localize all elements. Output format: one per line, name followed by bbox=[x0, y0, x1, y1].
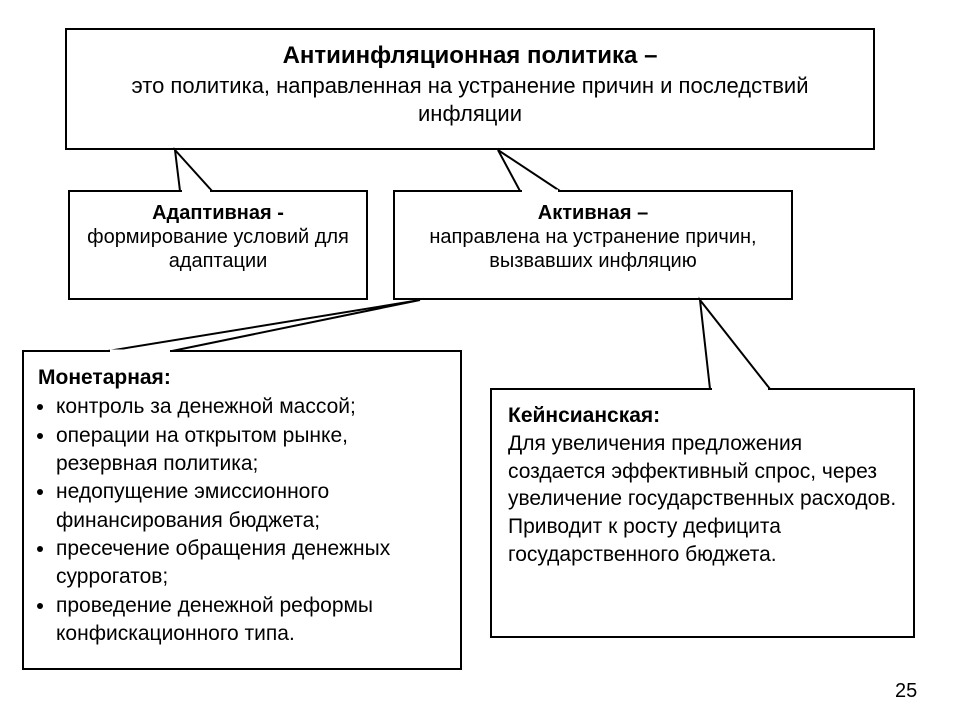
monetary-bullets: контроль за денежной массой; операции на… bbox=[38, 393, 446, 648]
adaptive-body: формирование условий для адаптации bbox=[80, 225, 356, 273]
active-body: направлена на устранение причин, вызвавш… bbox=[405, 225, 781, 273]
active-tail bbox=[498, 150, 560, 191]
keynesian-tail bbox=[700, 300, 770, 389]
keynesian-box: Кейнсианская: Для увеличения предложения… bbox=[490, 388, 915, 638]
monetary-bullet: пресечение обращения денежных суррогатов… bbox=[56, 535, 446, 592]
monetary-bullet: контроль за денежной массой; bbox=[56, 393, 446, 421]
keynesian-body: Для увеличения предложения создается эфф… bbox=[508, 430, 897, 569]
monetary-title: Монетарная: bbox=[38, 366, 171, 389]
adaptive-box: Адаптивная - формирование условий для ад… bbox=[68, 190, 368, 300]
adaptive-tail bbox=[175, 150, 212, 191]
keynesian-title: Кейнсианская: bbox=[508, 404, 897, 428]
active-title: Активная – bbox=[405, 202, 781, 225]
header-box: Антиинфляционная политика – это политика… bbox=[65, 28, 875, 150]
monetary-bullet: недопущение эмиссионного финансирования … bbox=[56, 478, 446, 535]
header-title: Антиинфляционная политика – bbox=[77, 42, 863, 70]
adaptive-title: Адаптивная - bbox=[80, 202, 356, 225]
monetary-tail bbox=[108, 300, 420, 351]
monetary-bullet: проведение денежной реформы конфискацион… bbox=[56, 592, 446, 649]
monetary-box: Монетарная: контроль за денежной массой;… bbox=[22, 350, 462, 670]
active-box: Активная – направлена на устранение прич… bbox=[393, 190, 793, 300]
monetary-bullet: операции на открытом рынке, резервная по… bbox=[56, 422, 446, 479]
page-number: 25 bbox=[895, 680, 917, 703]
header-subtitle: это политика, направленная на устранение… bbox=[77, 72, 863, 127]
